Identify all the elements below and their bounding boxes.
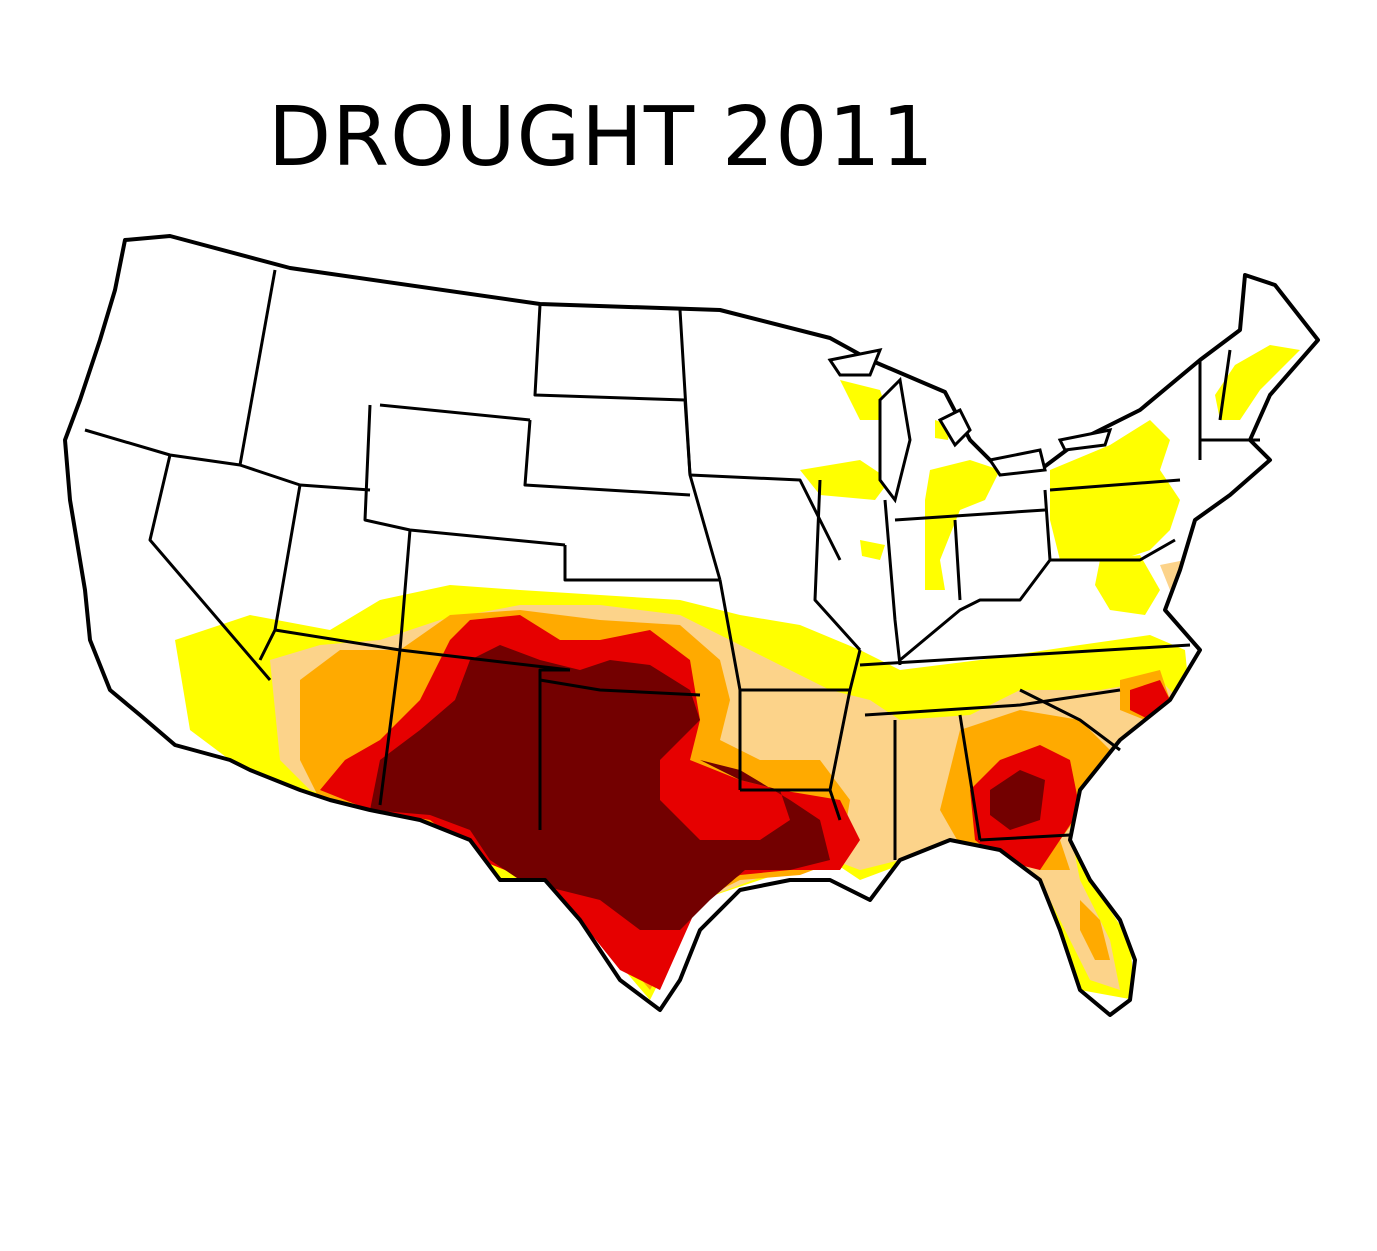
map-title: DROUGHT 2011 <box>268 90 935 185</box>
us-outline <box>63 234 1320 1017</box>
drought-exceptional <box>370 645 1045 930</box>
great-lakes <box>827 347 1113 504</box>
state-boundaries <box>84 269 1260 860</box>
